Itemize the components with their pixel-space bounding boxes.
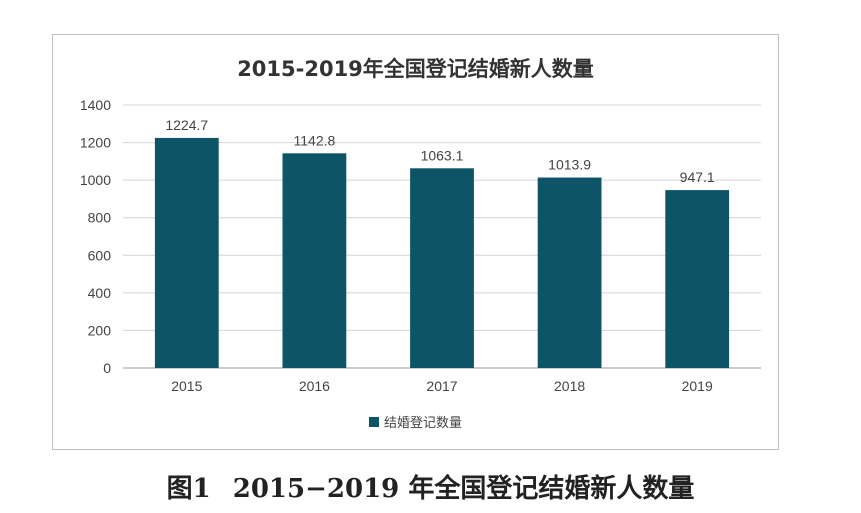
figure-caption: 图1 2015−2019 年全国登记结婚新人数量 bbox=[0, 468, 861, 505]
x-tick-label: 2015 bbox=[171, 378, 202, 394]
y-tick-label: 600 bbox=[88, 247, 112, 263]
data-label: 1142.8 bbox=[294, 132, 336, 148]
y-tick-label: 800 bbox=[88, 210, 112, 226]
legend: 结婚登记数量 bbox=[53, 412, 778, 431]
bar bbox=[410, 168, 474, 368]
legend-label: 结婚登记数量 bbox=[383, 416, 462, 431]
bar bbox=[282, 153, 347, 368]
x-tick-label: 2018 bbox=[554, 378, 585, 394]
bar bbox=[154, 137, 219, 368]
x-tick-label: 2016 bbox=[299, 378, 330, 394]
data-label: 1063.1 bbox=[421, 147, 464, 163]
bar bbox=[537, 177, 602, 368]
y-tick-label: 0 bbox=[103, 360, 111, 376]
data-label: 1013.9 bbox=[548, 157, 591, 173]
legend-swatch bbox=[368, 416, 379, 427]
x-tick-label: 2019 bbox=[682, 378, 713, 394]
y-tick-label: 1200 bbox=[80, 135, 111, 151]
chart-title: 2015-2019年全国登记结婚新人数量 bbox=[237, 57, 594, 81]
x-tick-label: 2017 bbox=[426, 378, 457, 394]
chart-frame: 2015-2019年全国登记结婚新人数量 0 200 400 600 800 1000 12… bbox=[52, 34, 779, 450]
data-label: 947.1 bbox=[680, 169, 715, 185]
bar bbox=[665, 190, 730, 368]
y-tick-label: 1400 bbox=[80, 97, 111, 113]
y-tick-label: 200 bbox=[88, 322, 112, 338]
bar-chart: 0 200 400 600 800 1000 1200 1400 1224.7 2015 1142.… bbox=[80, 97, 761, 394]
figure-number: 图1 bbox=[166, 474, 211, 504]
figure-caption-text: 2015−2019 年全国登记结婚新人数量 bbox=[232, 474, 695, 504]
data-label: 1224.7 bbox=[165, 117, 208, 133]
y-tick-label: 1000 bbox=[80, 172, 111, 188]
y-tick-label: 400 bbox=[88, 285, 112, 301]
